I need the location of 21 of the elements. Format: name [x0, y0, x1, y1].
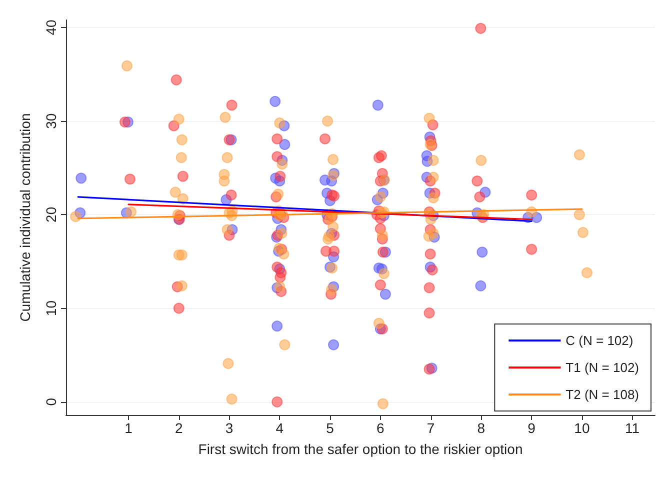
x-tick-label: 3	[225, 420, 234, 436]
y-tick-label: 40	[43, 19, 59, 36]
x-axis-title: First switch from the safer option to the riskier option	[198, 441, 523, 457]
legend-label: C (N = 102)	[566, 333, 634, 348]
y-tick-label: 0	[43, 398, 59, 406]
x-tick-label: 11	[625, 420, 640, 436]
x-tick-label: 10	[574, 420, 590, 436]
legend-label: T2 (N = 108)	[566, 387, 640, 402]
x-tick-label: 1	[124, 420, 133, 436]
x-tick-label: 2	[174, 420, 183, 436]
y-tick-label: 10	[43, 300, 59, 316]
y-axis-title: Cumulative individual contribution	[17, 113, 33, 322]
x-tick-label: 8	[477, 420, 486, 436]
y-tick-label: 30	[43, 113, 59, 129]
y-tick-label: 20	[43, 206, 59, 222]
x-tick-label: 4	[276, 420, 284, 436]
x-tick-label: 7	[426, 420, 435, 436]
x-tick-label: 5	[326, 420, 334, 436]
legend-label: T1 (N = 102)	[566, 360, 640, 375]
x-tick-label: 9	[528, 420, 536, 436]
x-tick-label: 6	[376, 420, 385, 436]
